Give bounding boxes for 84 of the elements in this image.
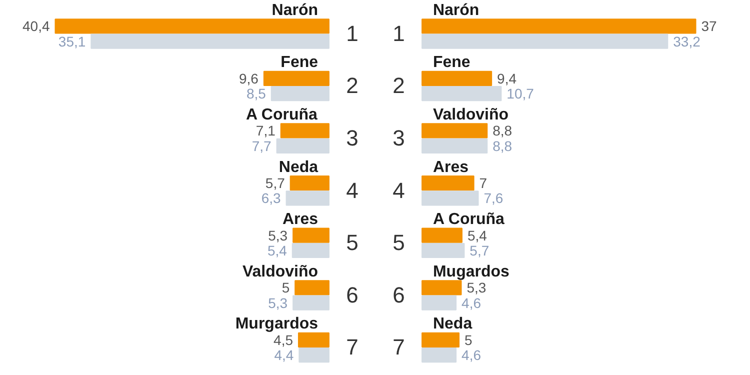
bar [422, 70, 492, 86]
bar [422, 18, 696, 34]
text: 6 [392, 282, 405, 308]
y-tick-label: Valdoviño [432, 106, 509, 124]
bar [422, 34, 668, 49]
bar [294, 280, 330, 296]
bar [422, 123, 488, 138]
bar [292, 228, 330, 243]
data-label: 5,7 [470, 242, 490, 258]
bar [298, 332, 330, 348]
y-tick-label: Neda [278, 158, 318, 176]
y-tick-label: Mugardos [432, 263, 510, 280]
bar [422, 175, 474, 191]
y-tick-label: Narón [432, 2, 480, 19]
bar [286, 190, 330, 206]
data-label: 7,1 [256, 122, 276, 139]
data-label: 7 [479, 175, 488, 192]
data-label: 5,7 [265, 175, 286, 192]
bar [290, 175, 330, 191]
data-label: 9,4 [497, 70, 517, 86]
data-label: 33,2 [673, 33, 701, 50]
y-tick-label: A Coruña [246, 106, 318, 124]
y-tick-label: Murgardos [235, 316, 318, 333]
text: 7 [392, 334, 405, 360]
bar [422, 228, 462, 243]
text: 4 [392, 178, 405, 203]
data-label: 5,3 [268, 227, 288, 244]
data-label: 5,4 [267, 242, 288, 258]
data-label: 4,5 [274, 332, 294, 348]
data-label: 5,3 [466, 280, 486, 296]
y-tick-label: A Coruña [432, 211, 504, 228]
data-label: 8,8 [492, 138, 512, 154]
text: 2 [392, 73, 405, 98]
text: 5 [346, 230, 358, 256]
y-tick-label: Valdoviño [242, 263, 318, 280]
bar [280, 123, 330, 138]
text: 1 [346, 20, 358, 46]
data-label: 4,6 [462, 294, 482, 311]
data-label: 4,4 [274, 347, 294, 364]
text: 2 [346, 73, 358, 98]
y-tick-label: Ares [282, 211, 318, 228]
bar [422, 332, 460, 348]
bar [422, 138, 488, 154]
data-label: 5,4 [467, 227, 488, 244]
text: 1 [392, 20, 405, 46]
data-label: 7,7 [252, 138, 272, 154]
bar [298, 348, 330, 363]
text: 3 [392, 126, 405, 151]
y-tick-label: Neda [432, 316, 472, 333]
text: 4 [346, 178, 358, 203]
bar [90, 34, 330, 49]
bar [422, 86, 502, 102]
bar [422, 348, 457, 363]
data-label: 35,1 [58, 33, 86, 50]
y-tick-label: Ares [432, 158, 469, 176]
data-label: 4,6 [462, 347, 482, 364]
bar [263, 70, 330, 86]
bar [292, 242, 330, 258]
data-label: 8,5 [246, 86, 266, 102]
bar [276, 138, 330, 154]
data-label: 5,3 [268, 294, 288, 311]
text: 6 [346, 282, 358, 308]
y-tick-label: Narón [272, 2, 318, 19]
data-label: 10,7 [506, 86, 534, 102]
data-label: 6,3 [261, 190, 282, 206]
data-label: 5 [282, 280, 290, 296]
data-label: 37 [701, 18, 718, 34]
bar [270, 86, 330, 102]
text: 7 [346, 334, 358, 360]
text: 5 [392, 230, 405, 256]
bar [54, 18, 330, 34]
bar [422, 295, 457, 310]
data-label: 7,6 [484, 190, 504, 206]
data-label: 9,6 [238, 70, 259, 86]
data-label: 40,4 [22, 18, 50, 34]
bar [422, 190, 479, 206]
bar [292, 295, 330, 310]
text: 3 [346, 126, 358, 151]
data-label: 5 [464, 332, 472, 348]
bar [422, 280, 462, 296]
y-tick-label: Fene [280, 54, 318, 72]
y-tick-label: Fene [432, 54, 470, 72]
bar [422, 242, 465, 258]
data-label: 8,8 [492, 122, 512, 139]
